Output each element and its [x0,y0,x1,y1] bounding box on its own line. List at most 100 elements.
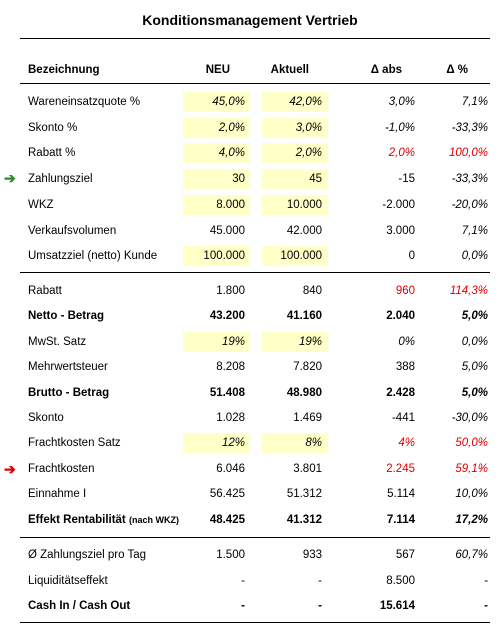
cell: 100.000 [203,250,245,263]
cell: - [484,574,488,587]
cell: 3,0% [388,96,415,108]
cell: -15 [398,173,415,186]
input-cell [183,169,250,190]
label-text: Liquiditätseffekt [28,574,108,587]
cell: 7,1% [461,96,488,108]
row-label: Umsatzziel (netto) Kunde [28,248,188,264]
cell: 5,0% [461,361,488,374]
row-label: Verkaufsvolumen [28,223,188,239]
cell: 388 [395,361,415,374]
cell: -441 [391,412,415,424]
cell: -30,0% [451,412,488,424]
label-text: Netto - Betrag [28,310,105,323]
cell: 45 [309,173,322,186]
cell: 2,0% [218,121,245,134]
cell: - [241,574,245,587]
row-label: Frachtkosten Satz [28,435,188,451]
cell: 1.500 [216,549,245,561]
cell: - [318,600,322,612]
cell: 51.312 [286,488,322,501]
row-label: Effekt Rentabilität (nach WKZ) [28,512,188,528]
label-text: Mehrwertsteuer [28,361,108,374]
input-cell [183,92,250,112]
label-text: Skonto % [28,121,78,134]
cell: 0,0% [461,250,488,263]
cell: 7,1% [461,224,488,237]
row-label: Einnahme I [28,486,188,502]
row-label: Ø Zahlungsziel pro Tag [28,547,188,563]
cell: 5.114 [387,488,415,501]
cell: 15.614 [379,600,415,612]
row-label: WKZ [28,197,188,213]
cell: 48.980 [286,386,322,399]
row-label: Mehrwertsteuer [28,359,188,375]
input-cell [262,433,328,454]
title: Konditionsmanagement Vertrieb [142,12,358,28]
row-label: Zahlungsziel [28,171,188,187]
row-label: Wareneinsatzquote % [28,94,188,110]
cell: 43.200 [209,310,245,323]
input-cell [262,194,328,215]
cell: 114,3% [449,285,488,297]
cell: -2.000 [382,198,415,211]
label-text: Brutto - Betrag [28,386,110,399]
cell: - [241,600,245,612]
label-text: Effekt Rentabilität [28,513,126,526]
label-text: Skonto [28,412,64,424]
label-text: WKZ [28,198,54,211]
cell: 567 [395,549,415,561]
label-text: Wareneinsatzquote % [28,96,141,108]
cell: - [484,600,488,612]
label-text: MwSt. Satz [28,335,87,348]
rule [20,622,490,623]
column-header: Bezeichnung [28,64,100,76]
green-arrow: ➔ [4,170,16,186]
cell: 17,2% [455,513,488,526]
label-text: Rabatt [28,285,62,297]
cell: 10,0% [455,488,488,501]
label-text: Frachtkosten Satz [28,437,121,450]
label-text: Cash In / Cash Out [28,600,131,612]
label-text: Umsatzziel (netto) Kunde [28,250,158,263]
cell: 8.208 [216,361,245,374]
cell: 41.160 [286,310,322,323]
cell: 1.800 [216,285,245,297]
input-cell [262,331,328,352]
cell: 100.000 [280,250,322,263]
cell: -33,3% [451,173,488,186]
label-text: Zahlungsziel [28,173,93,186]
input-cell [262,117,328,138]
row-label: Skonto % [28,120,188,136]
cell: 51.408 [209,386,245,399]
cell: 4% [398,437,415,450]
cell: 4,0% [218,147,245,160]
cell: 1.028 [216,412,245,424]
cell: 6.046 [216,462,245,475]
row-label: Cash In / Cash Out [28,598,188,614]
column-header: NEU [205,64,230,76]
label-note: (nach WKZ) [128,514,179,525]
column-header: Δ abs [370,64,402,76]
cell: 3.801 [293,462,322,475]
cell: 7.114 [386,513,415,526]
cell: 933 [302,549,322,561]
cell: -20,0% [451,198,488,211]
cell: 0% [398,335,415,348]
input-cell [183,143,250,164]
cell: 2.245 [386,462,415,475]
cell: 19% [298,335,322,348]
cell: 8.000 [216,198,245,211]
cell: 2.428 [386,386,415,399]
rule [20,272,490,273]
label-text: Frachtkosten [28,462,95,475]
cell: 45,0% [212,96,245,108]
cell: 0,0% [461,335,488,348]
cell: 50,0% [455,437,488,450]
cell: 100,0% [448,147,488,160]
cell: 1.469 [293,412,322,424]
cell: 840 [302,285,322,297]
column-header: Δ % [446,64,468,76]
label-text: Rabatt % [28,147,76,160]
row-label: Rabatt % [28,145,188,161]
